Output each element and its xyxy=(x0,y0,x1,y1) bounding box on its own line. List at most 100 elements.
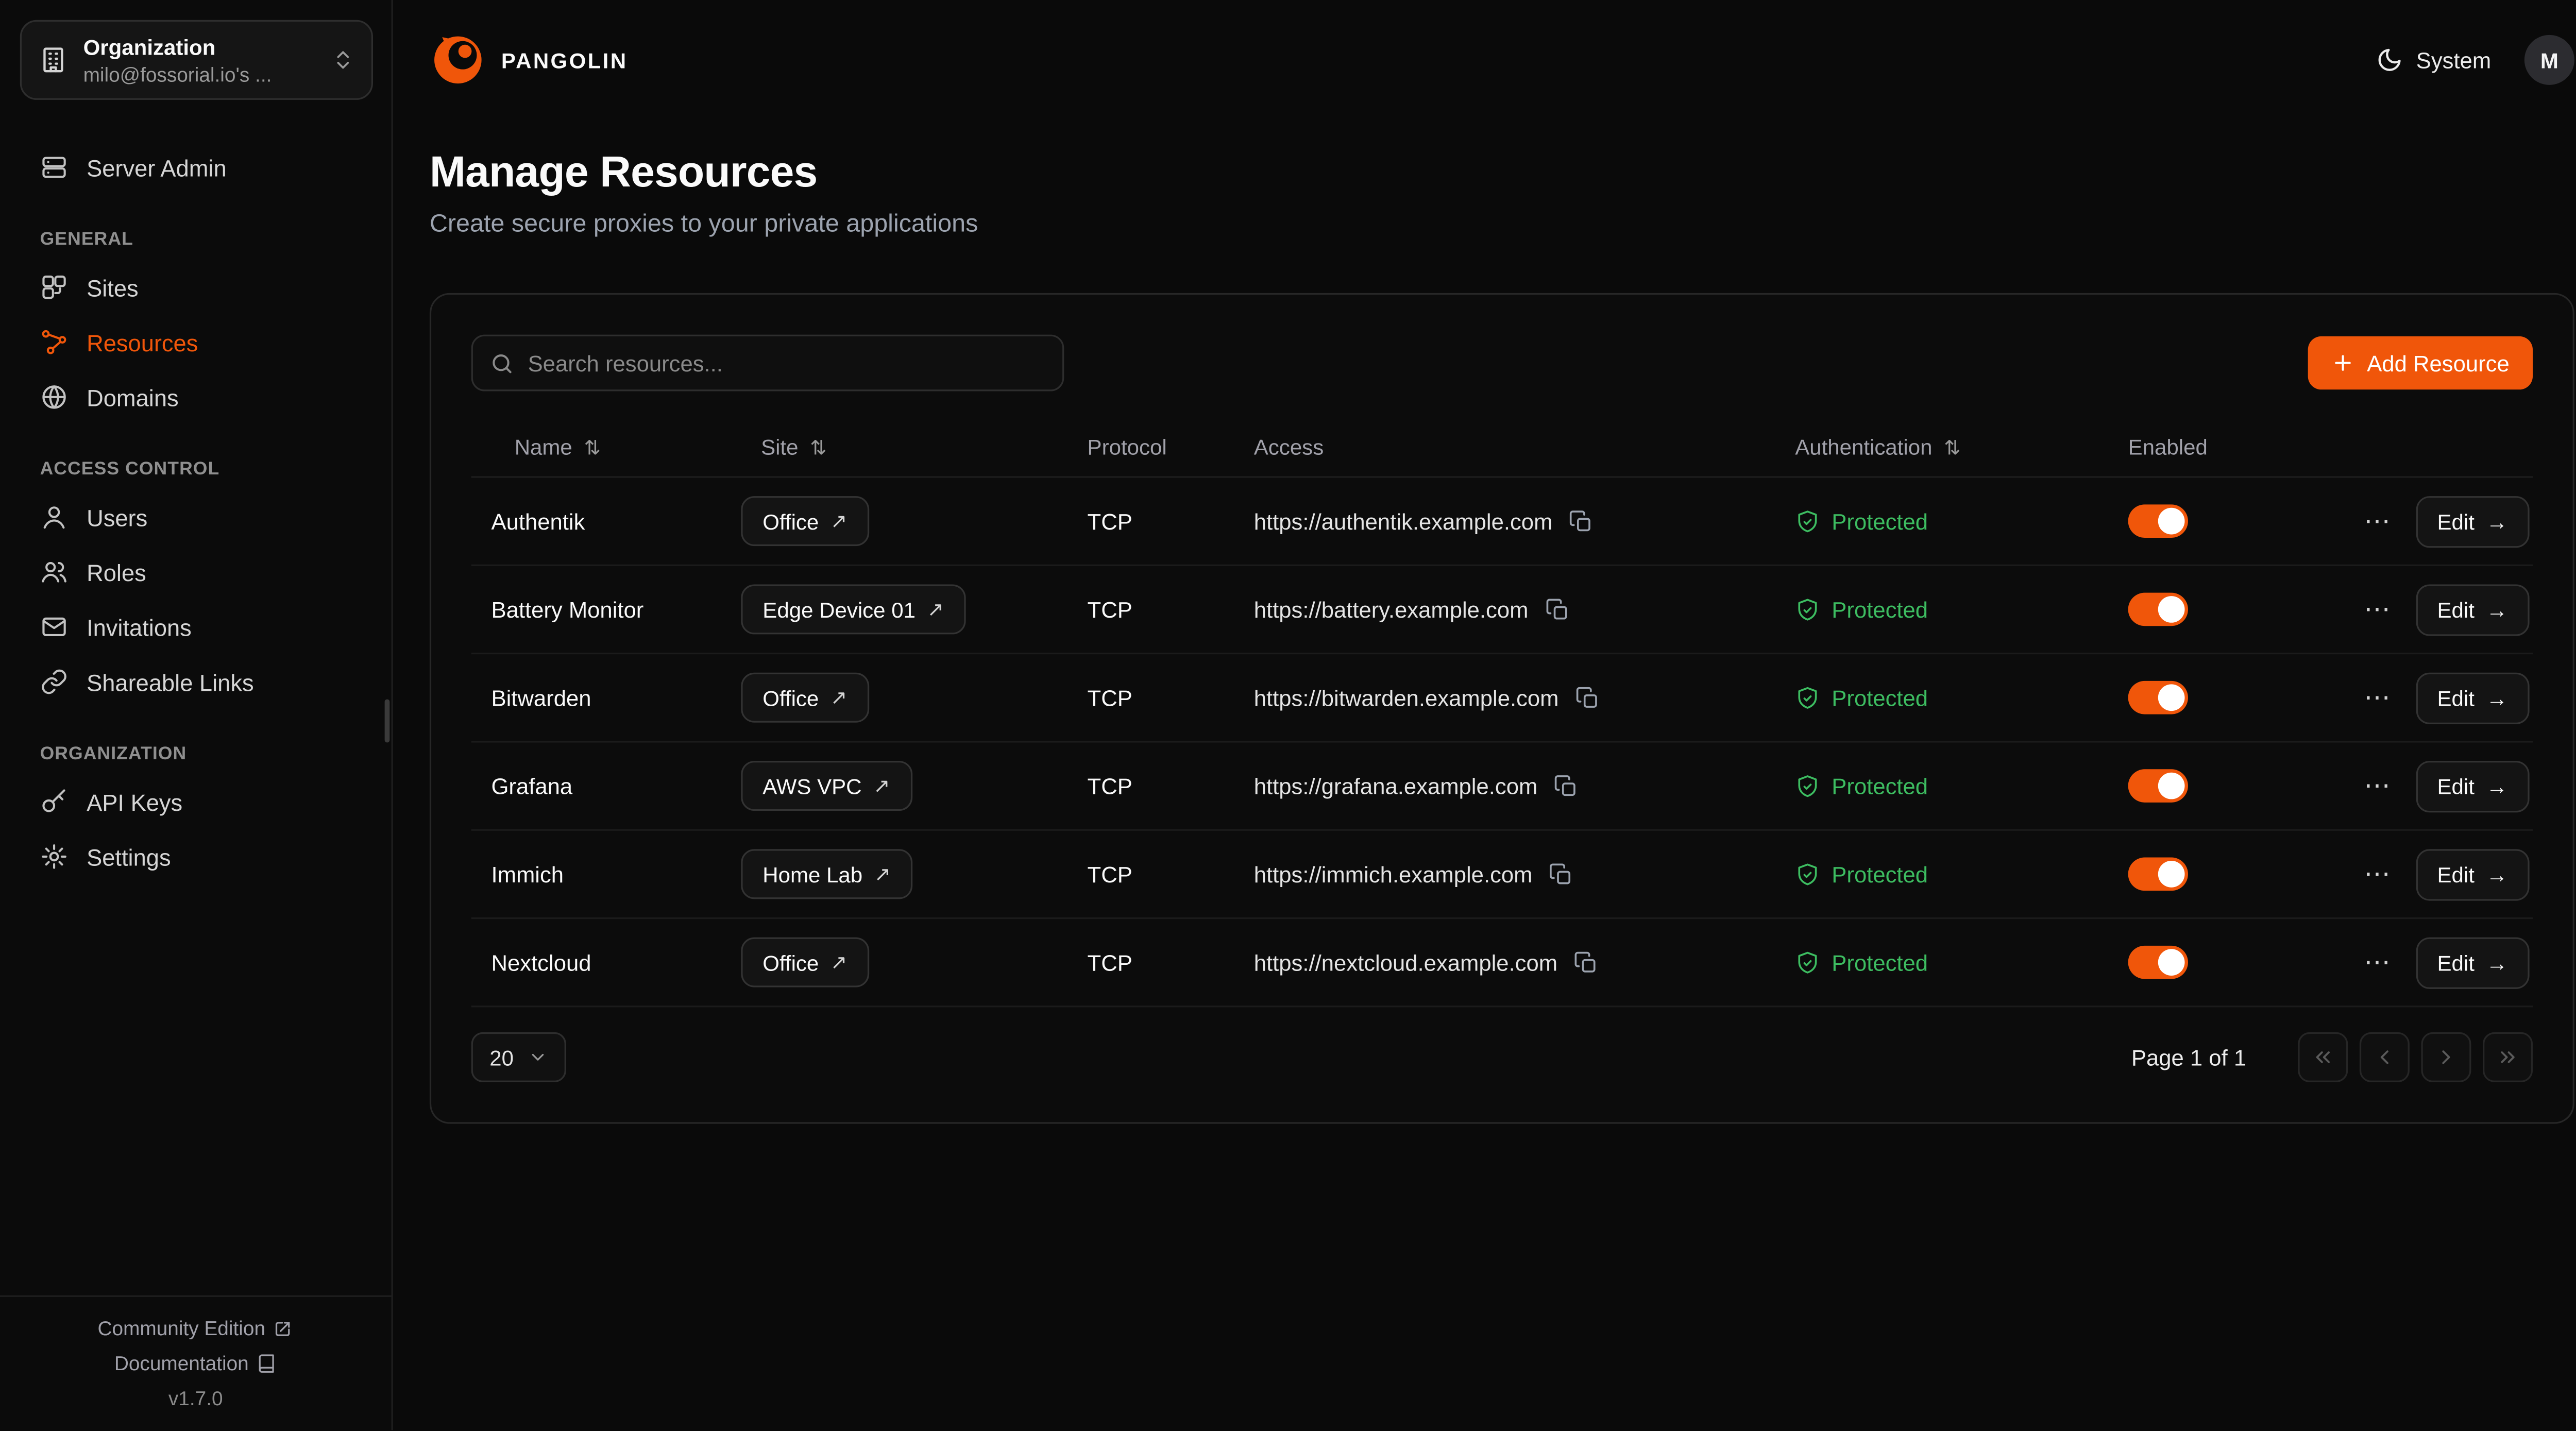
resource-name: Authentik xyxy=(491,508,585,534)
enabled-toggle[interactable] xyxy=(2128,769,2188,803)
site-link-button[interactable]: Home Lab ↗ xyxy=(741,849,913,899)
more-options-button[interactable]: ⋯ xyxy=(2364,858,2392,891)
sidebar-item-domains[interactable]: Domains xyxy=(0,370,392,425)
version-label: v1.7.0 xyxy=(168,1387,223,1410)
documentation-link[interactable]: Documentation xyxy=(114,1352,277,1375)
site-cell: Office ↗ xyxy=(721,937,1067,987)
site-cell: Edge Device 01 ↗ xyxy=(721,584,1067,635)
sidebar-item-label: Roles xyxy=(87,558,146,586)
copy-button[interactable] xyxy=(1569,508,1594,533)
external-link-icon: ↗ xyxy=(927,598,944,621)
sort-icon[interactable]: ⇅ xyxy=(584,435,601,459)
avatar[interactable]: M xyxy=(2524,35,2574,85)
access-url: https://nextcloud.example.com xyxy=(1253,949,1558,975)
theme-label: System xyxy=(2416,47,2492,73)
sidebar-item-resources[interactable]: Resources xyxy=(0,315,392,370)
sidebar-item-sites[interactable]: Sites xyxy=(0,260,392,315)
edit-button[interactable]: Edit → xyxy=(2415,583,2530,636)
section-heading-access-control: ACCESS CONTROL xyxy=(40,459,220,480)
site-link-button[interactable]: Office ↗ xyxy=(741,937,869,987)
sidebar: Organization milo@fossorial.io's ... Ser… xyxy=(0,0,393,1430)
sidebar-item-settings[interactable]: Settings xyxy=(0,829,392,884)
user-icon xyxy=(43,506,65,529)
copy-button[interactable] xyxy=(1545,597,1570,622)
org-picker[interactable]: Organization milo@fossorial.io's ... xyxy=(20,20,373,100)
book-icon xyxy=(259,1354,275,1373)
column-header-name[interactable]: Name ⇅ xyxy=(471,435,721,459)
protocol: TCP xyxy=(1087,861,1132,887)
enabled-toggle[interactable] xyxy=(2128,945,2188,979)
scrollbar-thumb[interactable] xyxy=(384,699,390,743)
page-indicator: Page 1 of 1 xyxy=(2131,1045,2247,1070)
theme-toggle-button[interactable]: System xyxy=(2376,46,2491,73)
access-cell: https://nextcloud.example.com xyxy=(1234,950,1775,975)
edit-button[interactable]: Edit → xyxy=(2415,848,2530,900)
edit-button[interactable]: Edit → xyxy=(2415,672,2530,724)
next-page-button[interactable] xyxy=(2421,1032,2471,1082)
copy-button[interactable] xyxy=(1574,950,1599,975)
search-input[interactable] xyxy=(528,350,1046,376)
more-options-button[interactable]: ⋯ xyxy=(2364,769,2392,803)
edit-label: Edit xyxy=(2437,685,2475,710)
org-texts: Organization milo@fossorial.io's ... xyxy=(83,34,316,86)
sidebar-item-roles[interactable]: Roles xyxy=(0,544,392,600)
site-link-button[interactable]: Office ↗ xyxy=(741,496,869,547)
documentation-label: Documentation xyxy=(114,1352,249,1375)
access-url: https://bitwarden.example.com xyxy=(1253,685,1559,710)
edit-button[interactable]: Edit → xyxy=(2415,936,2530,989)
sidebar-item-invitations[interactable]: Invitations xyxy=(0,600,392,655)
arrow-right-icon: → xyxy=(2486,949,2508,975)
column-header-site[interactable]: Site ⇅ xyxy=(721,435,1067,459)
enabled-toggle[interactable] xyxy=(2128,504,2188,538)
copy-button[interactable] xyxy=(1549,862,1574,887)
arrow-right-icon: → xyxy=(2486,597,2508,622)
key-icon xyxy=(42,789,65,812)
edit-button[interactable]: Edit → xyxy=(2415,760,2530,812)
access-cell: https://battery.example.com xyxy=(1234,597,1775,622)
site-link-button[interactable]: Edge Device 01 ↗ xyxy=(741,584,966,635)
site-cell: AWS VPC ↗ xyxy=(721,761,1067,811)
enabled-toggle[interactable] xyxy=(2128,592,2188,626)
table-header: Name ⇅ Site ⇅ Protocol Access Authentica… xyxy=(471,418,2533,478)
sort-icon[interactable]: ⇅ xyxy=(1944,435,1961,459)
copy-button[interactable] xyxy=(1575,685,1600,710)
first-page-button[interactable] xyxy=(2298,1032,2348,1082)
column-label: Enabled xyxy=(2128,434,2208,460)
site-link-button[interactable]: Office ↗ xyxy=(741,672,869,723)
arrow-right-icon: → xyxy=(2486,508,2508,534)
site-link-button[interactable]: AWS VPC ↗ xyxy=(741,761,912,811)
pangolin-logo xyxy=(434,36,482,84)
enabled-cell xyxy=(2108,680,2250,714)
last-page-button[interactable] xyxy=(2483,1032,2533,1082)
section-heading-organization: ORGANIZATION xyxy=(40,744,187,764)
more-options-button[interactable]: ⋯ xyxy=(2364,681,2392,714)
more-options-button[interactable]: ⋯ xyxy=(2364,504,2392,538)
sidebar-item-server-admin[interactable]: Server Admin xyxy=(0,140,392,195)
auth-status: Protected xyxy=(1832,861,1928,887)
protocol: TCP xyxy=(1087,685,1132,710)
sidebar-item-users[interactable]: Users xyxy=(0,489,392,544)
edit-button[interactable]: Edit → xyxy=(2415,495,2530,547)
enabled-toggle[interactable] xyxy=(2128,680,2188,714)
sidebar-item-api-keys[interactable]: API Keys xyxy=(0,774,392,829)
more-options-button[interactable]: ⋯ xyxy=(2364,593,2392,626)
enabled-cell xyxy=(2108,769,2250,803)
copy-icon xyxy=(1575,951,1596,972)
previous-page-button[interactable] xyxy=(2359,1032,2410,1082)
add-resource-button[interactable]: Add Resource xyxy=(2309,336,2533,390)
column-header-authentication[interactable]: Authentication ⇅ xyxy=(1775,435,2108,459)
resources-card: Add Resource Name ⇅ Site ⇅ Protocol Acce… xyxy=(429,293,2574,1124)
sidebar-footer: Community Edition Documentation v1.7.0 xyxy=(0,1295,392,1430)
more-options-button[interactable]: ⋯ xyxy=(2364,946,2392,979)
page-size-select[interactable]: 20 xyxy=(471,1032,567,1082)
access-url: https://authentik.example.com xyxy=(1253,508,1553,534)
community-edition-link[interactable]: Community Edition xyxy=(98,1317,294,1340)
sidebar-item-shareable-links[interactable]: Shareable Links xyxy=(0,654,392,709)
copy-button[interactable] xyxy=(1554,773,1579,798)
sort-icon[interactable]: ⇅ xyxy=(810,435,827,459)
table-row: Nextcloud Office ↗ TCP https://nextcloud… xyxy=(471,919,2533,1008)
arrow-right-icon: → xyxy=(2486,861,2508,887)
enabled-toggle[interactable] xyxy=(2128,857,2188,891)
access-cell: https://grafana.example.com xyxy=(1234,773,1775,798)
